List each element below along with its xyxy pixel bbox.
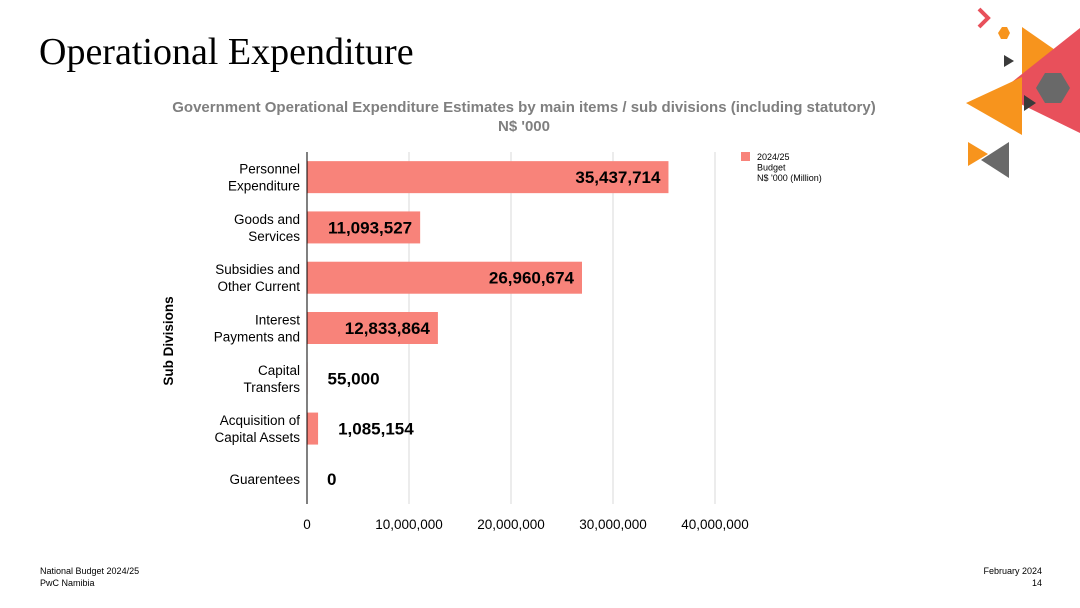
legend-label: Budget xyxy=(757,163,786,173)
deco-orange-triangle-2 xyxy=(966,77,1022,135)
slide-title: Operational Expenditure xyxy=(39,31,414,73)
x-tick-label: 0 xyxy=(303,517,311,532)
legend-label: N$ '000 (Million) xyxy=(757,173,822,183)
legend-label: 2024/25 xyxy=(757,152,790,162)
data-label: 12,833,864 xyxy=(345,319,431,338)
category-label-line: Payments and xyxy=(214,330,300,345)
category-label-line: Transfers xyxy=(243,380,300,395)
deco-orange-triangle-3 xyxy=(968,142,988,166)
chart-title-line: N$ '000 xyxy=(498,118,550,135)
category-labels: Personnel Expenditure Goods and Services Sub… xyxy=(214,162,301,487)
category-label-line: Subsidies and xyxy=(215,262,300,277)
category-label-line: Services xyxy=(248,229,300,244)
decorative-triangles-logo xyxy=(966,7,1080,178)
category-label-line: Goods and xyxy=(234,212,300,227)
category-label: Personnel Expenditure xyxy=(228,162,300,194)
deco-gray-hexagon xyxy=(1036,73,1070,103)
x-tick-label: 10,000,000 xyxy=(375,517,443,532)
data-label: 11,093,527 xyxy=(328,218,412,237)
deco-red-triangle xyxy=(998,28,1080,133)
data-label: 55,000 xyxy=(328,369,380,388)
category-label-line: Other Current xyxy=(217,279,300,294)
footer-left: National Budget 2024/25 PwC Namibia xyxy=(40,565,139,589)
deco-gray-triangle xyxy=(981,142,1009,178)
data-label: 26,960,674 xyxy=(489,269,575,288)
data-label: 0 xyxy=(327,470,336,489)
footer-page-number: 14 xyxy=(1031,578,1042,588)
category-label-line: Interest xyxy=(255,313,300,328)
category-label: Guarentees xyxy=(229,472,300,487)
deco-orange-triangle xyxy=(1022,27,1058,74)
footer-report-name: National Budget 2024/25 xyxy=(40,566,140,576)
bar xyxy=(307,161,669,194)
bar xyxy=(307,412,319,445)
category-label-line: Expenditure xyxy=(228,179,300,194)
footer-date: February 2024 xyxy=(983,566,1042,576)
category-label-line: Capital Assets xyxy=(214,430,300,445)
category-label: Capital Transfers xyxy=(243,363,300,395)
deco-chevron xyxy=(977,7,991,29)
gridlines xyxy=(408,152,716,504)
category-label-line: Guarentees xyxy=(229,472,300,487)
legend-swatch xyxy=(741,152,750,161)
data-labels: 35,437,714 11,093,527 26,960,674 12,833,864… xyxy=(327,168,661,489)
deco-hexagon xyxy=(998,27,1010,39)
bars xyxy=(307,161,669,445)
category-label-line: Personnel xyxy=(239,162,300,177)
category-label: Interest Payments and xyxy=(214,313,301,345)
tick-labels: 0 10,000,000 20,000,000 30,000,000 40,000,00… xyxy=(303,517,749,532)
data-label: 1,085,154 xyxy=(338,420,414,439)
category-label: Acquisition of Capital Assets xyxy=(214,413,300,445)
deco-small-dark-triangle-2 xyxy=(1024,95,1036,111)
bar xyxy=(307,211,421,244)
chart-title-line: Government Operational Expenditure Estim… xyxy=(172,99,875,116)
footer-right: February 2024 14 xyxy=(983,565,1042,589)
bar xyxy=(307,261,582,294)
x-tick-label: 20,000,000 xyxy=(477,517,545,532)
deco-small-dark-triangle xyxy=(1004,55,1014,67)
x-tick-label: 40,000,000 xyxy=(681,517,749,532)
footer-company: PwC Namibia xyxy=(40,578,95,588)
y-axis-title: Sub Divisions xyxy=(161,296,176,385)
bar xyxy=(307,312,438,344)
chart-title: Government Operational Expenditure Estim… xyxy=(172,99,875,135)
category-label-line: Acquisition of xyxy=(220,413,301,428)
category-label: Goods and Services xyxy=(234,212,300,244)
category-label-line: Capital xyxy=(258,363,300,378)
data-label: 35,437,714 xyxy=(575,168,661,187)
x-tick-label: 30,000,000 xyxy=(579,517,647,532)
category-label: Subsidies and Other Current xyxy=(215,262,300,294)
